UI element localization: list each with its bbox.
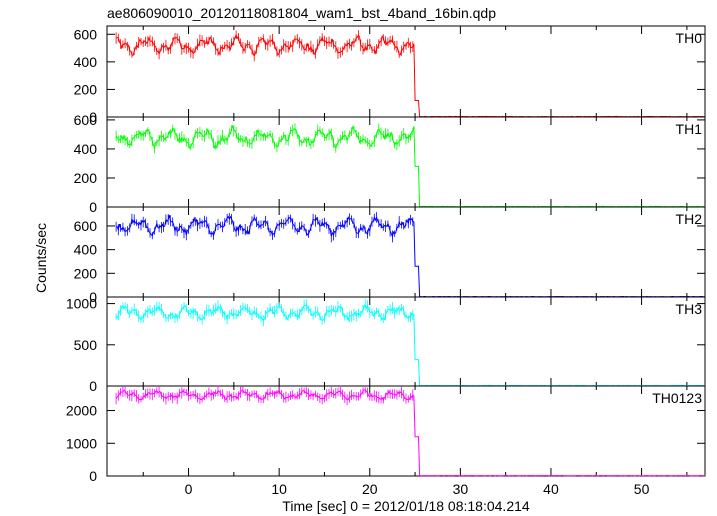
y-tick-label: 1000 <box>66 296 97 312</box>
y-tick-label: 600 <box>74 112 98 128</box>
band-label: TH1 <box>676 121 703 137</box>
y-tick-label: 0 <box>89 468 97 484</box>
y-tick-label: 200 <box>74 81 98 97</box>
series-line-th2 <box>116 214 706 298</box>
y-tick-label: 1000 <box>66 435 97 451</box>
band-label: TH3 <box>676 301 703 317</box>
panel-th1: 0 200 400 600 TH1 <box>74 112 706 215</box>
error-bars-th1 <box>115 123 414 154</box>
error-bars-th0123 <box>115 385 414 406</box>
plot-title: ae806090010_20120118081804_wam1_bst_4ban… <box>107 5 496 21</box>
x-tick-label: 50 <box>634 481 650 497</box>
band-label: TH0 <box>676 30 703 46</box>
y-tick-label: 200 <box>74 265 98 281</box>
error-bars-th2 <box>115 212 414 243</box>
y-tick-label: 0 <box>89 109 97 125</box>
y-tick-label: 400 <box>74 141 98 157</box>
y-tick-label: 2000 <box>66 403 97 419</box>
x-tick-label: 40 <box>543 481 559 497</box>
panel-th0123: 0 1000 2000 TH0123 <box>66 385 706 484</box>
y-tick-label: 0 <box>89 199 97 215</box>
x-tick-label: 0 <box>185 481 193 497</box>
error-bars-th0 <box>115 30 414 62</box>
y-tick-label: 400 <box>74 54 98 70</box>
y-axis-title: Counts/sec <box>33 223 49 293</box>
x-tick-label: 20 <box>362 481 378 497</box>
x-tick-label: 10 <box>271 481 287 497</box>
x-tick-label: 30 <box>453 481 469 497</box>
y-tick-label: 0 <box>89 378 97 394</box>
y-tick-label: 200 <box>74 170 98 186</box>
panel-frame <box>106 116 706 208</box>
panel-frame <box>106 385 706 477</box>
y-tick-label: 0 <box>89 289 97 305</box>
error-bars-th3 <box>115 298 414 327</box>
panel-th3: 0 500 1000 TH3 <box>66 296 706 394</box>
panel-th2: 0 200 400 600 TH2 <box>74 206 706 305</box>
panel-th0: 0 200 400 600 TH0 <box>74 25 706 125</box>
y-tick-label: 600 <box>74 218 98 234</box>
panel-frame <box>106 25 706 118</box>
y-tick-label: 600 <box>74 26 98 42</box>
x-axis-title: Time [sec] 0 = 2012/01/18 08:18:04.214 <box>282 498 530 514</box>
series-line-th0123 <box>115 389 706 477</box>
band-label: TH2 <box>676 211 703 227</box>
band-label: TH0123 <box>652 390 702 406</box>
panel-frame <box>106 296 706 387</box>
y-tick-label: 400 <box>74 242 98 258</box>
y-tick-label: 500 <box>74 337 98 353</box>
